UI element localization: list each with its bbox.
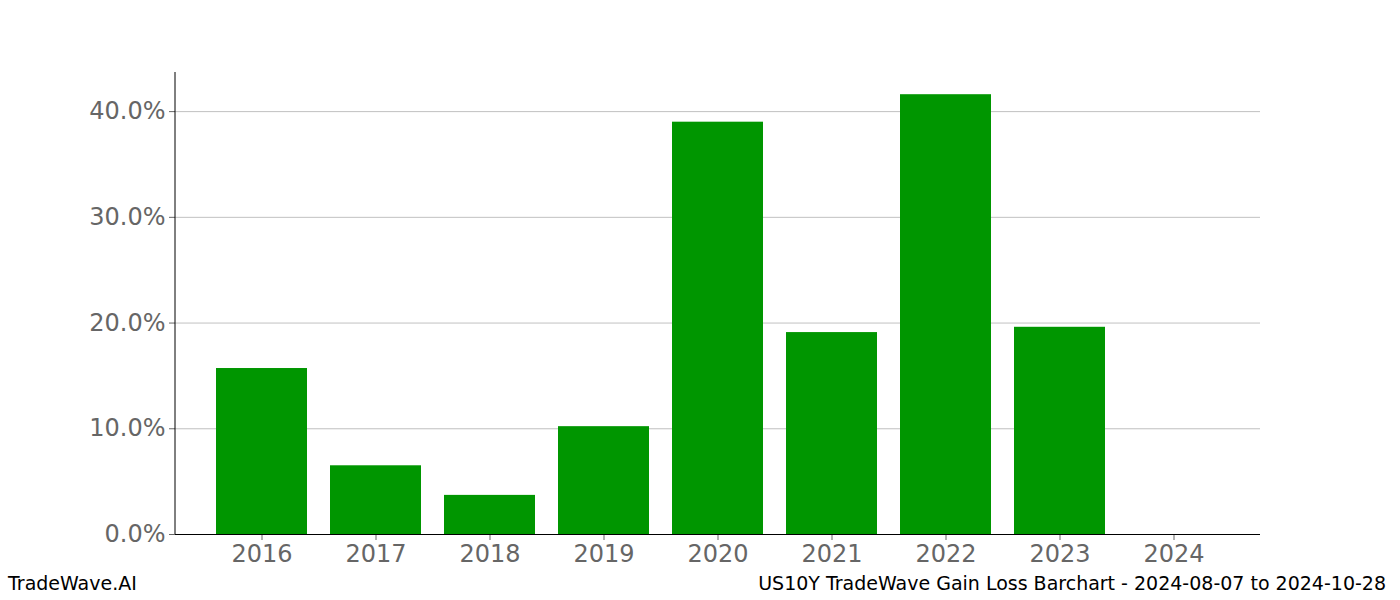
svg-text:2023: 2023 <box>1029 540 1090 568</box>
svg-text:40.0%: 40.0% <box>89 97 165 125</box>
svg-text:2017: 2017 <box>345 540 406 568</box>
svg-text:30.0%: 30.0% <box>89 203 165 231</box>
svg-text:0.0%: 0.0% <box>105 520 166 548</box>
svg-text:2022: 2022 <box>915 540 976 568</box>
html-text:US10Y TradeWave Gain Loss Barc: US10Y TradeWave Gain Loss Barchart - 202… <box>758 572 1386 594</box>
svg-text:2021: 2021 <box>801 540 862 568</box>
html-text:TradeWave.AI: TradeWave.AI <box>8 572 137 594</box>
svg-text:2018: 2018 <box>459 540 520 568</box>
svg-text:2016: 2016 <box>231 540 292 568</box>
svg-text:20.0%: 20.0% <box>89 309 165 337</box>
svg-text:10.0%: 10.0% <box>89 414 165 442</box>
svg-text:2020: 2020 <box>687 540 748 568</box>
svg-text:2024: 2024 <box>1143 540 1204 568</box>
svg-text:2019: 2019 <box>573 540 634 568</box>
